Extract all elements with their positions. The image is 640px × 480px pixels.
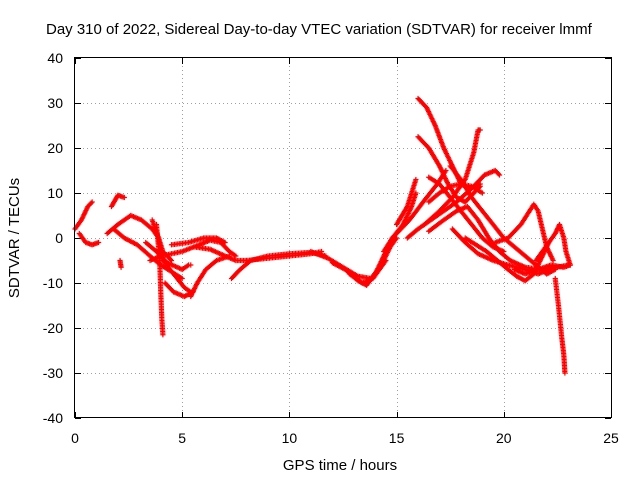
series-arc-13 — [168, 235, 228, 248]
data-point — [188, 262, 194, 268]
data-point — [233, 253, 239, 259]
data-point — [495, 171, 502, 177]
data-point — [443, 167, 449, 174]
y-tick-label: 40 — [47, 50, 63, 66]
data-point — [121, 194, 127, 201]
series-arc-12 — [147, 237, 239, 264]
series-arc-20 — [346, 257, 389, 286]
x-tick-label: 15 — [389, 430, 405, 446]
data-point — [567, 262, 573, 268]
y-tick-label: 20 — [47, 140, 63, 156]
grid-lines — [75, 58, 611, 418]
y-tick-label: -40 — [43, 410, 63, 426]
x-tick-label: 0 — [71, 430, 79, 446]
data-point — [95, 239, 102, 246]
data-point — [479, 190, 485, 196]
series-arc-22 — [394, 176, 419, 228]
x-tick-label: 10 — [282, 430, 298, 446]
y-tick-label: 0 — [55, 230, 63, 246]
y-tick-label: -30 — [43, 365, 63, 381]
data-point — [318, 248, 325, 255]
series-arc-19 — [329, 190, 419, 288]
data-point — [546, 266, 552, 273]
y-tick-label: -10 — [43, 275, 63, 291]
y-axis-title: SDTVAR / TECUs — [6, 178, 23, 298]
series-arc-2 — [76, 230, 102, 248]
series-arc-21 — [381, 167, 449, 255]
x-tick-label: 25 — [603, 430, 619, 446]
x-axis-title: GPS time / hours — [283, 457, 397, 474]
x-tick-label: 5 — [178, 430, 186, 446]
plot-frame — [74, 57, 612, 418]
data-point — [167, 256, 174, 262]
series-arc-1 — [72, 199, 95, 232]
series-arc-35 — [552, 275, 568, 376]
data-point — [477, 181, 483, 187]
series-arc-36 — [511, 262, 573, 277]
series-arc-9 — [143, 239, 192, 273]
series-arc-14 — [188, 253, 232, 300]
series-arc-30 — [447, 163, 558, 277]
data-point — [413, 176, 419, 183]
y-tick-labels: -40 -30 -20 -10 0 10 20 30 40 — [43, 50, 63, 426]
y-tick-label: 10 — [47, 185, 63, 201]
data-point — [89, 199, 95, 205]
data-point — [88, 200, 94, 206]
series-arc-26 — [421, 127, 483, 228]
data-point — [550, 257, 556, 264]
x-tick-labels: 0 5 10 15 20 25 — [71, 430, 619, 446]
y-tick-label: 30 — [47, 95, 63, 111]
chart-title: Day 310 of 2022, Sidereal Day-to-day VTE… — [46, 21, 593, 38]
data-point — [179, 275, 185, 282]
data-points — [72, 95, 573, 376]
series-arc-11 — [188, 262, 194, 268]
data-point — [222, 239, 228, 246]
x-tick-label: 20 — [496, 430, 512, 446]
series-arc-4 — [117, 257, 124, 270]
series-arc-33 — [492, 201, 556, 264]
data-point — [383, 257, 389, 264]
series-arc-28 — [426, 174, 507, 255]
data-point — [477, 127, 483, 133]
series-arc-10 — [162, 280, 196, 300]
data-point — [160, 332, 166, 338]
series-arc-3 — [108, 192, 127, 210]
data-point — [118, 264, 124, 270]
data-point — [562, 370, 568, 376]
data-point — [496, 172, 503, 178]
series-arc-15 — [192, 244, 250, 264]
series-arc-34 — [533, 221, 573, 268]
y-tick-label: -20 — [43, 320, 63, 336]
